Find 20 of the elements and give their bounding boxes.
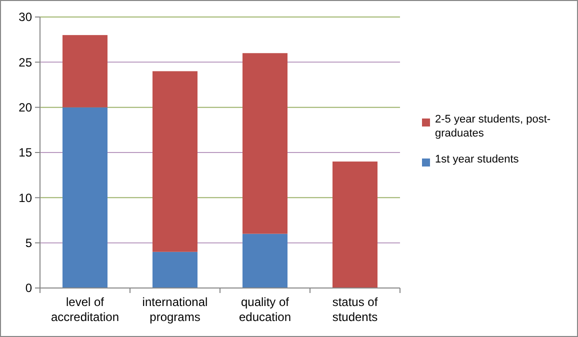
x-tick-label: status of students: [332, 295, 378, 324]
y-tick-label: 20: [18, 100, 32, 115]
x-tick-label: quality of education: [238, 295, 292, 324]
bar: [242, 234, 288, 288]
y-tick-label: 10: [18, 190, 32, 205]
y-tick-label: 25: [18, 55, 32, 70]
bar: [62, 107, 108, 288]
y-tick-label: 15: [18, 146, 32, 160]
bar: [152, 71, 198, 252]
bar: [152, 252, 198, 288]
x-tick-label: level of accreditation: [50, 295, 120, 324]
legend-label: 2-5 year students, post-graduates: [435, 114, 551, 140]
y-tick-label: 30: [18, 10, 32, 24]
bar: [242, 53, 288, 234]
y-tick-label: 0: [25, 281, 32, 296]
bar: [62, 35, 108, 108]
y-tick-label: 5: [25, 236, 32, 250]
legend-label: 1st year students: [435, 154, 520, 166]
x-tick-label: international programs: [142, 295, 208, 324]
bar: [332, 162, 378, 288]
